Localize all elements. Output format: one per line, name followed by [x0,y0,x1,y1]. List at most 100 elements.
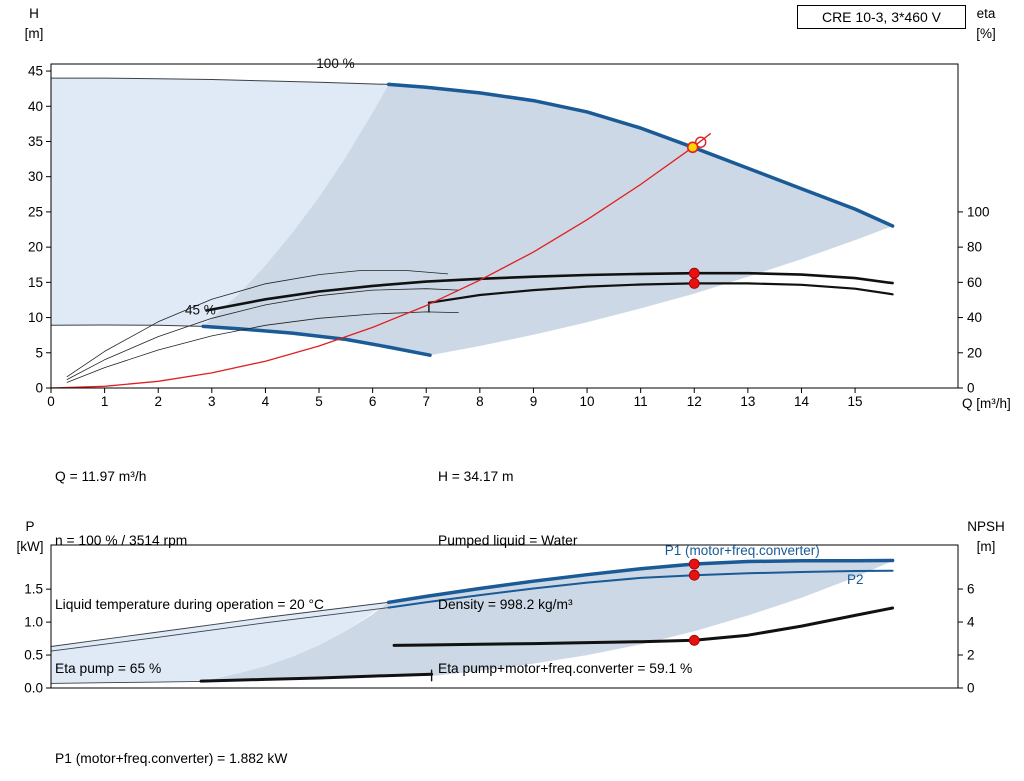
power-right-axis-header: NPSH [m] [958,517,1014,557]
axis-unit-m2: [m] [976,539,996,554]
x-tick-label: 11 [634,394,648,409]
p1-label: P1 (motor+freq.converter) [665,543,820,558]
info-liquid-temperature: Liquid temperature during operation = 20… [55,597,324,613]
y-right-tick-label: 100 [967,204,990,219]
info-eta-pump: Eta pump = 65 % [55,661,162,677]
y-left-tick-label: 45 [28,64,43,79]
y-left-tick-label: 35 [28,134,43,149]
pump-curve-100-thin [50,77,390,85]
y-right-tick-label: 6 [967,582,975,597]
head-left-axis-header: H [m] [16,4,52,44]
y-right-tick-label: 80 [967,240,982,255]
x-tick-label: 12 [687,394,702,409]
x-tick-label: 3 [208,394,216,409]
p2-point [688,569,700,581]
head-right-axis-header: eta [%] [966,4,1006,44]
p2-thin [50,607,390,652]
x-tick-label: 4 [262,394,270,409]
pump-curve-100-max [386,82,895,228]
requested-duty-point [695,136,707,148]
info-eta-total: Eta pump+motor+freq.converter = 59.1 % [438,661,693,677]
x-tick-label: 7 [422,394,430,409]
info-block-bottom: P1 (motor+freq.converter) = 1.882 kW P2 … [55,705,287,781]
x-tick-label: 0 [47,394,55,409]
y-left-tick-label: 20 [28,240,43,255]
speed-100-label: 100 % [316,56,354,71]
x-tick-label: 13 [740,394,755,409]
x-tick-label: 8 [476,394,484,409]
y-left-tick-label: 0.0 [24,681,43,696]
head-plot-frame [50,63,959,389]
power-area-light [51,602,389,684]
info-pumped-liquid: Pumped liquid = Water [438,533,578,549]
axis-unit-percent: [%] [976,26,996,41]
y-right-tick-label: 20 [967,345,982,360]
npsh-curve [392,606,895,647]
p1-point [688,558,700,570]
x-axis-label: Q [m³/h] [962,396,1011,411]
head-chart: 0 1 2 3 4 5 6 7 8 9 10 11 12 13 14 15051015202530354045… [28,56,990,409]
y-left-tick-label: 30 [28,169,43,184]
axis-unit-m: [m] [24,26,44,41]
y-right-tick-label: 4 [967,615,975,630]
y-right-tick-label: 2 [967,648,975,663]
x-tick-label: 6 [369,394,377,409]
power-left-axis-header: P [kW] [12,517,48,557]
info-speed: n = 100 % / 3514 rpm [55,533,188,549]
speed-45-label: 45 % [185,303,216,318]
pump-title-box: CRE 10-3, 3*460 V [797,5,966,29]
power-range-dark [201,560,893,682]
power-chart: 0.0 0.5 1.0 1.5 0 2 4 6 P1 (motor+freq.converter… [24,543,975,696]
power-plot-frame [50,544,959,689]
y-left-tick-label: 0.5 [24,648,43,663]
y-left-tick-label: 1.5 [24,582,43,597]
eta-pump-point [688,267,700,279]
eta-arc-1 [66,270,449,378]
x-tick-label: 5 [315,394,323,409]
x-tick-label: 14 [794,394,810,409]
x-tick-label: 9 [530,394,538,409]
info-head: H = 34.17 m [438,468,514,484]
y-left-tick-label: 0 [35,381,43,396]
p1-thin [50,601,390,647]
y-left-tick-label: 40 [28,99,43,114]
p45-thin [50,680,202,684]
x-tick-label: 1 [101,394,109,409]
eta-total-curve [427,282,894,304]
info-block-top-left: Q = 11.97 m³/h n = 100 % / 3514 rpm Liqu… [55,423,324,723]
pump-curve-45-thin [50,324,204,327]
y-left-tick-label: 1.0 [24,615,43,630]
npsh-point [688,634,700,646]
pump-curve-45-min [201,324,432,357]
info-block-top-right: H = 34.17 m Pumped liquid = Water Densit… [438,423,692,723]
eta-pump-curve [205,271,894,312]
y-left-tick-label: 5 [35,345,43,360]
y-left-tick-label: 25 [28,204,43,219]
p2-curve [387,569,894,609]
eta-total-point [688,277,700,289]
allowed-area-light [51,78,389,327]
p1-curve [386,558,895,605]
axis-label-h: H [29,6,39,21]
info-flow: Q = 11.97 m³/h [55,468,147,484]
axis-label-npsh: NPSH [967,519,1005,534]
y-right-tick-label: 0 [967,381,975,396]
axis-label-eta: eta [976,6,996,21]
actual-duty-point [686,141,699,154]
x-tick-label: 15 [848,394,863,409]
info-density: Density = 998.2 kg/m³ [438,597,573,613]
y-left-tick-label: 10 [28,310,43,325]
y-right-tick-label: 60 [967,275,982,290]
axis-label-p: P [25,519,35,534]
system-curve [50,133,711,389]
axis-unit-kw: [kW] [16,539,44,554]
p2-label: P2 [847,572,864,587]
eta-arc-2 [66,288,459,380]
x-tick-label: 10 [580,394,595,409]
y-right-tick-label: 40 [967,310,982,325]
control-range-dark [203,84,893,356]
x-tick-label: 2 [154,394,162,409]
y-left-tick-label: 15 [28,275,43,290]
